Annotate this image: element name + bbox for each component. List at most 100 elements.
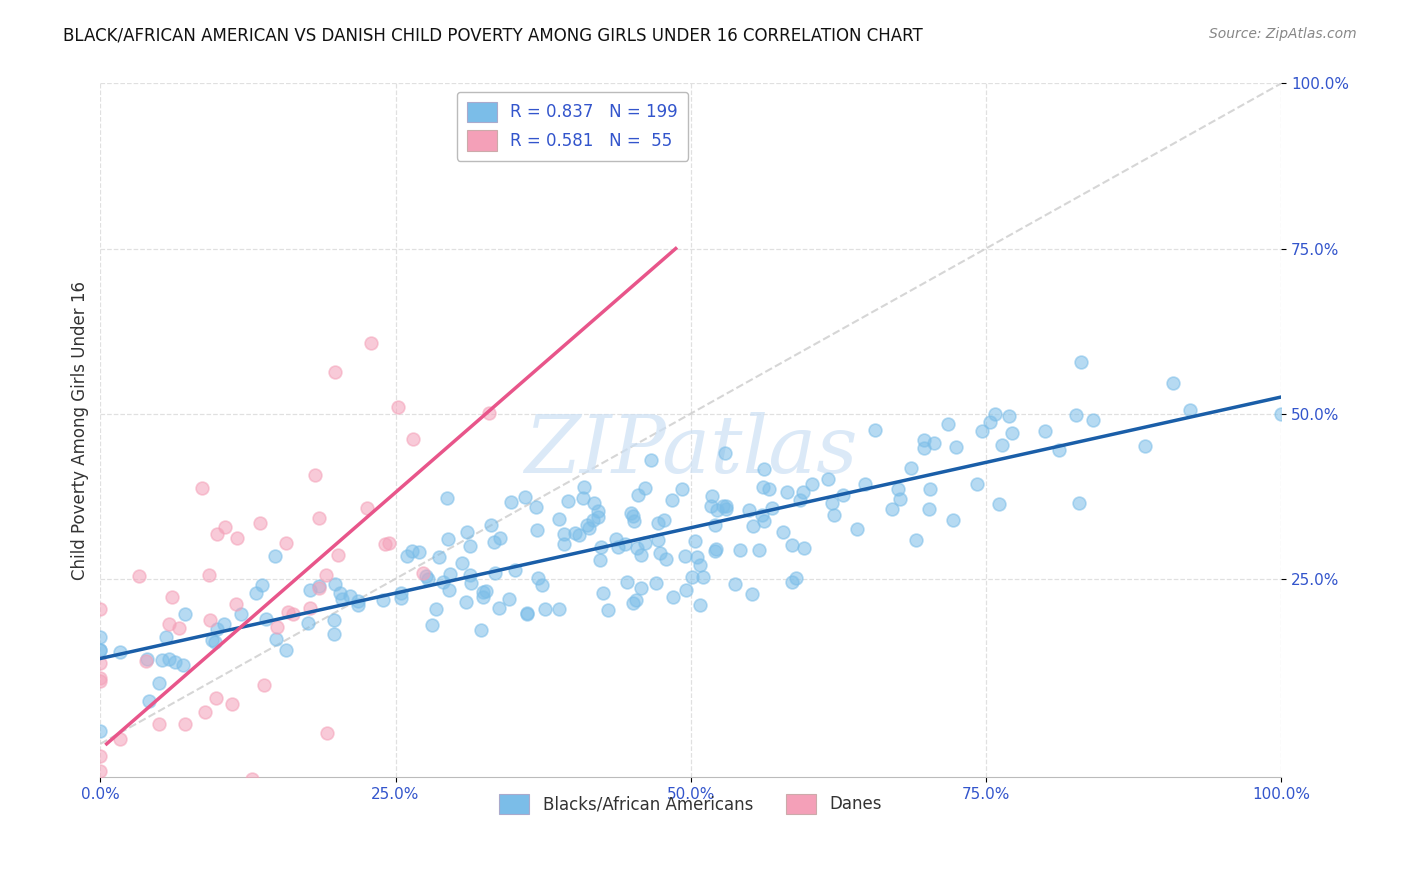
Point — [191, 481, 214, 495]
Point — [823, 508, 845, 522]
Point — [1270, 407, 1292, 421]
Point — [547, 512, 569, 526]
Point — [402, 432, 425, 446]
Point — [793, 541, 815, 555]
Point — [905, 533, 928, 548]
Point — [89, 671, 111, 685]
Point — [89, 792, 111, 806]
Point — [89, 764, 111, 779]
Point — [716, 501, 738, 516]
Point — [620, 506, 643, 520]
Text: BLACK/AFRICAN AMERICAN VS DANISH CHILD POVERTY AMONG GIRLS UNDER 16 CORRELATION : BLACK/AFRICAN AMERICAN VS DANISH CHILD P… — [63, 27, 922, 45]
Point — [277, 605, 299, 619]
Point — [339, 589, 361, 603]
Point — [138, 694, 160, 708]
Point — [276, 536, 298, 550]
Point — [221, 697, 243, 711]
Point — [548, 602, 571, 616]
Point — [217, 788, 239, 802]
Point — [685, 533, 707, 548]
Point — [201, 632, 224, 647]
Point — [425, 601, 447, 615]
Point — [128, 569, 150, 583]
Point — [661, 493, 683, 508]
Point — [249, 516, 271, 530]
Point — [148, 717, 170, 731]
Point — [780, 575, 803, 590]
Point — [204, 634, 226, 648]
Point — [748, 542, 770, 557]
Point — [531, 578, 554, 592]
Point — [326, 548, 349, 562]
Point — [89, 880, 111, 892]
Point — [728, 542, 751, 557]
Point — [439, 567, 461, 582]
Legend: Blacks/African Americans, Danes: Blacks/African Americans, Danes — [489, 784, 893, 824]
Point — [395, 549, 418, 563]
Y-axis label: Child Poverty Among Girls Under 16: Child Poverty Among Girls Under 16 — [72, 281, 89, 580]
Point — [165, 655, 187, 669]
Point — [863, 423, 886, 437]
Point — [212, 616, 235, 631]
Point — [576, 518, 599, 533]
Point — [605, 532, 627, 546]
Point — [751, 508, 773, 522]
Point — [472, 584, 495, 599]
Point — [633, 536, 655, 550]
Point — [157, 651, 180, 665]
Point — [647, 533, 669, 547]
Point — [527, 571, 550, 585]
Point — [378, 536, 401, 550]
Point — [254, 612, 277, 626]
Point — [789, 492, 811, 507]
Point — [626, 541, 648, 555]
Text: ZIPatlas: ZIPatlas — [524, 412, 858, 490]
Point — [427, 549, 450, 564]
Point — [640, 453, 662, 467]
Point — [252, 677, 274, 691]
Point — [1135, 439, 1157, 453]
Point — [1066, 408, 1088, 422]
Point — [323, 365, 346, 379]
Point — [582, 496, 605, 510]
Point — [889, 491, 911, 506]
Point — [89, 656, 111, 670]
Point — [205, 527, 228, 541]
Point — [330, 592, 353, 607]
Point — [650, 546, 672, 560]
Point — [945, 440, 967, 454]
Point — [356, 500, 378, 515]
Point — [800, 476, 823, 491]
Point — [553, 537, 575, 551]
Point — [479, 518, 502, 533]
Point — [274, 643, 297, 657]
Point — [89, 724, 111, 739]
Point — [662, 591, 685, 605]
Point — [706, 503, 728, 517]
Point — [702, 490, 724, 504]
Point — [772, 525, 794, 540]
Point — [371, 593, 394, 607]
Point — [624, 593, 647, 607]
Point — [1161, 376, 1184, 391]
Point — [689, 558, 711, 573]
Point — [623, 514, 645, 528]
Point — [970, 425, 993, 439]
Point — [572, 491, 595, 505]
Point — [572, 480, 595, 494]
Point — [299, 582, 322, 597]
Point — [675, 549, 697, 563]
Point — [315, 726, 337, 740]
Point — [478, 406, 501, 420]
Point — [616, 574, 638, 589]
Point — [524, 500, 547, 515]
Point — [162, 591, 184, 605]
Point — [713, 446, 735, 460]
Point — [853, 477, 876, 491]
Point — [671, 482, 693, 496]
Point — [240, 772, 263, 787]
Point — [401, 543, 423, 558]
Point — [1178, 402, 1201, 417]
Point — [758, 482, 780, 496]
Point — [250, 578, 273, 592]
